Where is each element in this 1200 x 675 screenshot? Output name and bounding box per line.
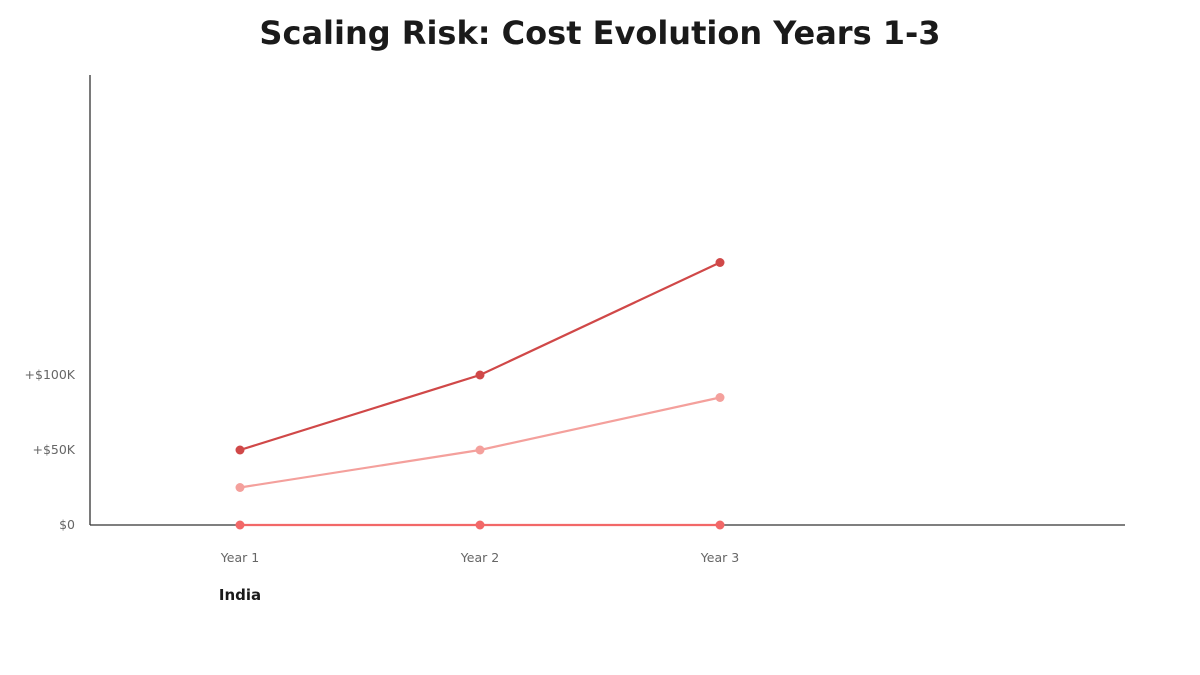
x-tick-label: Year 2 xyxy=(460,550,499,565)
data-point xyxy=(715,258,725,267)
data-point xyxy=(235,483,245,492)
series-line xyxy=(239,396,721,489)
data-point xyxy=(715,520,725,530)
series-2 xyxy=(235,393,725,492)
data-point xyxy=(475,445,485,455)
data-point xyxy=(235,445,245,455)
data-point xyxy=(475,370,485,380)
series-layer xyxy=(235,258,725,530)
series-3 xyxy=(235,520,725,530)
x-tick-label: Year 3 xyxy=(700,550,739,565)
y-tick-label: +$50K xyxy=(32,442,75,457)
x-tick-labels: Year 1 Year 2 Year 3 xyxy=(220,550,739,565)
series-1 xyxy=(235,258,725,455)
y-tick-labels: $0 +$50K +$100K xyxy=(25,367,76,532)
y-tick-label: $0 xyxy=(59,517,75,532)
series-line xyxy=(239,261,721,452)
data-point xyxy=(475,520,485,530)
y-tick-label: +$100K xyxy=(25,367,76,382)
chart-title: Scaling Risk: Cost Evolution Years 1-3 xyxy=(259,14,941,52)
data-point xyxy=(715,393,725,402)
group-label: India xyxy=(219,586,261,604)
data-point xyxy=(235,520,245,530)
x-tick-label: Year 1 xyxy=(220,550,259,565)
